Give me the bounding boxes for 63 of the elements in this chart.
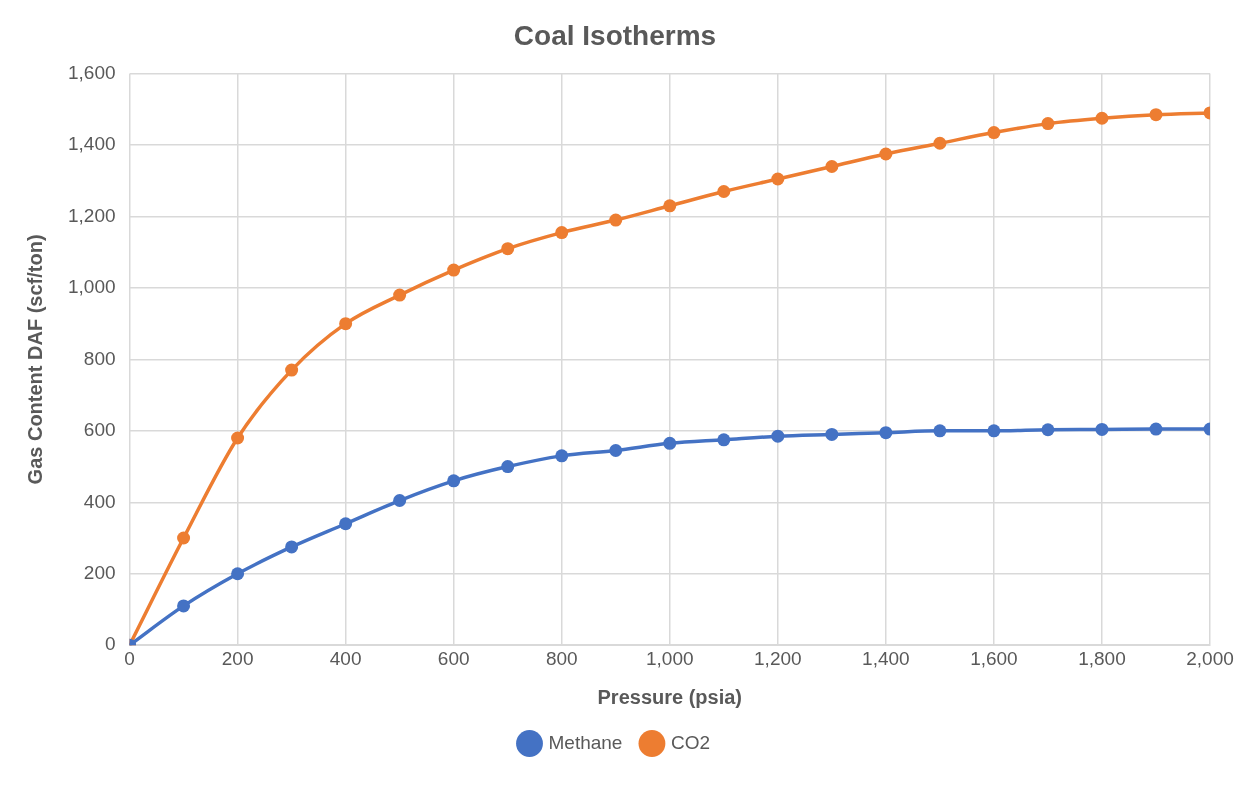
point [933,424,947,438]
y-tick-label: 800 [83,347,116,369]
point [771,429,785,443]
point [663,199,677,213]
point [987,424,1001,438]
point [555,226,569,240]
x-tick-label: 1,600 [970,647,1018,669]
y-tick-label: 1,600 [68,61,116,83]
y-tick-label: 0 [104,633,116,655]
legend-label: CO2 [670,731,711,753]
point [1149,108,1163,122]
point [177,531,191,545]
point [717,184,731,198]
x-tick-label: 1,200 [754,647,802,669]
x-tick-label: 0 [124,647,135,669]
x-tick-label: 1,400 [862,647,910,669]
point [339,317,353,331]
point [825,427,839,441]
y-tick-label: 200 [83,561,116,583]
point [879,426,893,440]
y-tick-label: 1,000 [68,276,116,298]
y-tick-label: 400 [83,490,116,512]
y-tick-label: 600 [83,419,116,441]
point [555,449,569,463]
point [177,599,191,613]
point [717,433,731,447]
y-axis-title: Gas Content DAF (scf/ton) [23,234,46,485]
point [393,494,407,508]
point [231,431,245,445]
y-tick-label: 1,400 [68,133,116,155]
point [339,517,353,531]
point [285,363,299,377]
point [231,567,245,581]
point [663,436,677,450]
point [1041,423,1055,437]
point [609,213,623,227]
point [825,159,839,173]
x-tick-label: 400 [329,647,362,669]
point [771,172,785,186]
x-tick-label: 1,800 [1078,647,1126,669]
point [501,460,515,474]
point [447,263,461,277]
point [987,126,1001,140]
point [285,540,299,554]
x-tick-label: 2,000 [1186,647,1234,669]
point [1095,111,1109,125]
point [447,474,461,488]
x-axis-title: Pressure (psia) [597,685,743,708]
point [879,147,893,161]
point [1041,117,1055,131]
point [1095,422,1109,436]
y-tick-label: 1,200 [68,204,116,226]
point [933,136,947,150]
legend-label: Methane [548,731,623,753]
point [609,444,623,457]
x-tick-label: 600 [437,647,470,669]
chart-title: Coal Isotherms [513,19,717,51]
x-tick-label: 1,000 [646,647,694,669]
point [1149,422,1163,436]
point [501,242,515,256]
x-tick-label: 200 [221,647,254,669]
x-tick-label: 800 [545,647,578,669]
point [393,288,407,302]
